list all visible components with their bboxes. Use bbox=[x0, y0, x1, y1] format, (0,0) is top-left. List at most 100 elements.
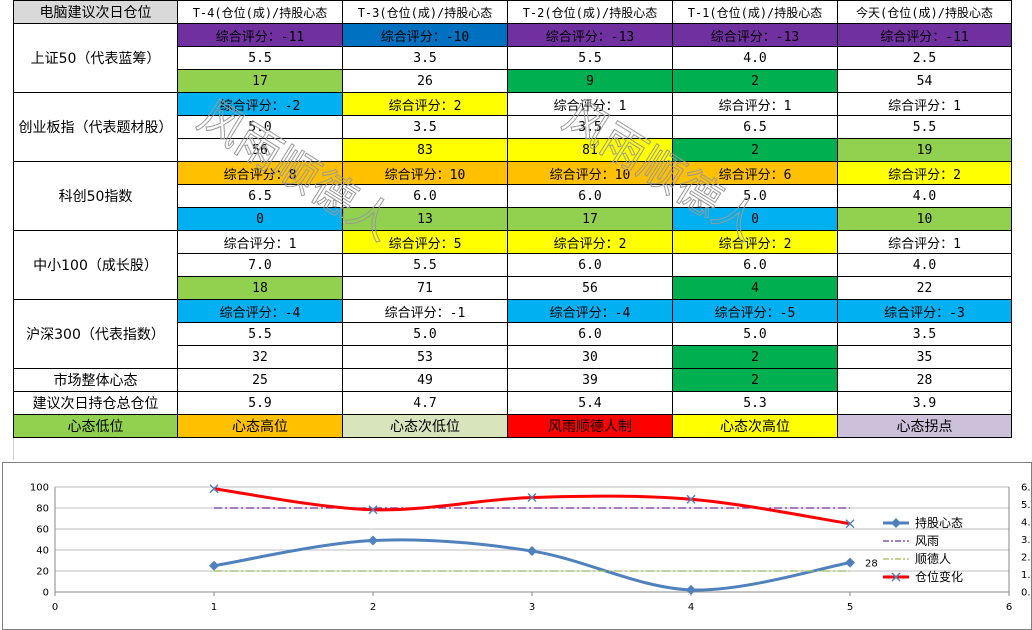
position-cell[interactable]: 4.0 bbox=[837, 253, 1012, 277]
position-cell[interactable]: 5.5 bbox=[837, 115, 1012, 139]
mind-cell[interactable]: 56 bbox=[507, 276, 673, 300]
header-day-cell[interactable]: 今天(仓位(成)/持股心态 bbox=[837, 0, 1012, 24]
score-cell[interactable]: 综合评分：1 bbox=[177, 230, 343, 254]
suggest-cell[interactable]: 5.4 bbox=[507, 391, 673, 415]
mind-cell[interactable]: 22 bbox=[837, 276, 1012, 300]
suggest-cell[interactable]: 5.9 bbox=[177, 391, 343, 415]
mind-cell[interactable]: 30 bbox=[507, 345, 673, 369]
header-day-cell[interactable]: T-4(仓位(成)/持股心态 bbox=[177, 0, 343, 24]
score-cell[interactable]: 综合评分：5 bbox=[342, 230, 508, 254]
market-cell[interactable]: 49 bbox=[342, 368, 508, 392]
position-cell[interactable]: 5.5 bbox=[177, 322, 343, 346]
mind-cell[interactable]: 81 bbox=[507, 138, 673, 162]
score-cell[interactable]: 综合评分：-11 bbox=[837, 23, 1012, 47]
score-cell[interactable]: 综合评分：10 bbox=[342, 161, 508, 185]
chart-panel[interactable]: 0 20 40 60 80 100 0.0 1.0 2.0 3.0 4.0 5.0 6.0 0 1 2 3 4 5 6… bbox=[2, 462, 1032, 630]
mind-cell[interactable]: 13 bbox=[342, 207, 508, 231]
market-label-cell[interactable]: 市场整体心态 bbox=[13, 368, 178, 392]
score-cell[interactable]: 综合评分：2 bbox=[672, 230, 838, 254]
index-name-cell[interactable]: 中小100（成长股） bbox=[13, 230, 178, 300]
mind-cell[interactable]: 2 bbox=[672, 138, 838, 162]
position-cell[interactable]: 2.5 bbox=[837, 46, 1012, 70]
position-cell[interactable]: 6.0 bbox=[672, 253, 838, 277]
legend-cell[interactable]: 心态拐点 bbox=[837, 414, 1012, 438]
position-cell[interactable]: 3.5 bbox=[507, 115, 673, 139]
score-cell[interactable]: 综合评分：-13 bbox=[507, 23, 673, 47]
score-cell[interactable]: 综合评分：-5 bbox=[672, 299, 838, 323]
mind-cell[interactable]: 18 bbox=[177, 276, 343, 300]
score-cell[interactable]: 综合评分：-2 bbox=[177, 92, 343, 116]
mind-cell[interactable]: 71 bbox=[342, 276, 508, 300]
score-cell[interactable]: 综合评分：6 bbox=[672, 161, 838, 185]
score-cell[interactable]: 综合评分：2 bbox=[837, 161, 1012, 185]
legend-cell[interactable]: 心态次高位 bbox=[672, 414, 838, 438]
position-cell[interactable]: 6.0 bbox=[507, 253, 673, 277]
mind-cell[interactable]: 17 bbox=[507, 207, 673, 231]
index-name-cell[interactable]: 创业板指（代表题材股） bbox=[13, 92, 178, 162]
mind-cell[interactable]: 10 bbox=[837, 207, 1012, 231]
score-cell[interactable]: 综合评分：-10 bbox=[342, 23, 508, 47]
mind-cell[interactable]: 26 bbox=[342, 69, 508, 93]
suggest-cell[interactable]: 4.7 bbox=[342, 391, 508, 415]
position-cell[interactable]: 5.5 bbox=[177, 46, 343, 70]
mind-cell[interactable]: 2 bbox=[672, 345, 838, 369]
index-name-cell[interactable]: 上证50（代表蓝筹） bbox=[13, 23, 178, 93]
position-cell[interactable]: 6.0 bbox=[342, 184, 508, 208]
position-cell[interactable]: 6.0 bbox=[507, 184, 673, 208]
mind-cell[interactable]: 35 bbox=[837, 345, 1012, 369]
score-cell[interactable]: 综合评分：2 bbox=[342, 92, 508, 116]
legend-cell[interactable]: 心态高位 bbox=[177, 414, 343, 438]
score-cell[interactable]: 综合评分：-3 bbox=[837, 299, 1012, 323]
score-cell[interactable]: 综合评分：1 bbox=[837, 92, 1012, 116]
index-name-cell[interactable]: 沪深300（代表指数） bbox=[13, 299, 178, 369]
mind-cell[interactable]: 19 bbox=[837, 138, 1012, 162]
mind-cell[interactable]: 17 bbox=[177, 69, 343, 93]
index-name-cell[interactable]: 科创50指数 bbox=[13, 161, 178, 231]
position-cell[interactable]: 5.0 bbox=[672, 184, 838, 208]
position-cell[interactable]: 6.5 bbox=[177, 184, 343, 208]
market-cell[interactable]: 2 bbox=[672, 368, 838, 392]
position-cell[interactable]: 5.5 bbox=[507, 46, 673, 70]
mind-cell[interactable]: 0 bbox=[672, 207, 838, 231]
score-cell[interactable]: 综合评分：-4 bbox=[177, 299, 343, 323]
mind-cell[interactable]: 9 bbox=[507, 69, 673, 93]
suggest-cell[interactable]: 3.9 bbox=[837, 391, 1012, 415]
position-cell[interactable]: 3.5 bbox=[342, 115, 508, 139]
score-cell[interactable]: 综合评分：2 bbox=[507, 230, 673, 254]
score-cell[interactable]: 综合评分：8 bbox=[177, 161, 343, 185]
mind-cell[interactable]: 53 bbox=[342, 345, 508, 369]
position-cell[interactable]: 6.5 bbox=[672, 115, 838, 139]
score-cell[interactable]: 综合评分：-1 bbox=[342, 299, 508, 323]
position-cell[interactable]: 4.0 bbox=[837, 184, 1012, 208]
header-day-cell[interactable]: T-2(仓位(成)/持股心态 bbox=[507, 0, 673, 24]
legend-cell[interactable]: 心态低位 bbox=[13, 414, 178, 438]
position-cell[interactable]: 7.0 bbox=[177, 253, 343, 277]
header-label-cell[interactable]: 电脑建议次日仓位 bbox=[13, 0, 178, 24]
mind-cell[interactable]: 32 bbox=[177, 345, 343, 369]
position-cell[interactable]: 4.0 bbox=[672, 46, 838, 70]
score-cell[interactable]: 综合评分：1 bbox=[837, 230, 1012, 254]
score-cell[interactable]: 综合评分：10 bbox=[507, 161, 673, 185]
mind-cell[interactable]: 54 bbox=[837, 69, 1012, 93]
position-cell[interactable]: 5.5 bbox=[342, 253, 508, 277]
position-cell[interactable]: 3.5 bbox=[342, 46, 508, 70]
market-cell[interactable]: 25 bbox=[177, 368, 343, 392]
legend-cell[interactable]: 风雨顺德人制 bbox=[507, 414, 673, 438]
position-cell[interactable]: 5.0 bbox=[342, 322, 508, 346]
market-cell[interactable]: 28 bbox=[837, 368, 1012, 392]
score-cell[interactable]: 综合评分：-4 bbox=[507, 299, 673, 323]
mind-cell[interactable]: 56 bbox=[177, 138, 343, 162]
score-cell[interactable]: 综合评分：1 bbox=[507, 92, 673, 116]
suggest-label-cell[interactable]: 建议次日持仓总仓位 bbox=[13, 391, 178, 415]
mind-cell[interactable]: 2 bbox=[672, 69, 838, 93]
position-cell[interactable]: 6.0 bbox=[507, 322, 673, 346]
score-cell[interactable]: 综合评分：1 bbox=[672, 92, 838, 116]
score-cell[interactable]: 综合评分：-11 bbox=[177, 23, 343, 47]
position-cell[interactable]: 5.0 bbox=[672, 322, 838, 346]
position-cell[interactable]: 3.5 bbox=[837, 322, 1012, 346]
header-day-cell[interactable]: T-1(仓位(成)/持股心态 bbox=[672, 0, 838, 24]
header-day-cell[interactable]: T-3(仓位(成)/持股心态 bbox=[342, 0, 508, 24]
market-cell[interactable]: 39 bbox=[507, 368, 673, 392]
position-cell[interactable]: 5.0 bbox=[177, 115, 343, 139]
legend-cell[interactable]: 心态次低位 bbox=[342, 414, 508, 438]
